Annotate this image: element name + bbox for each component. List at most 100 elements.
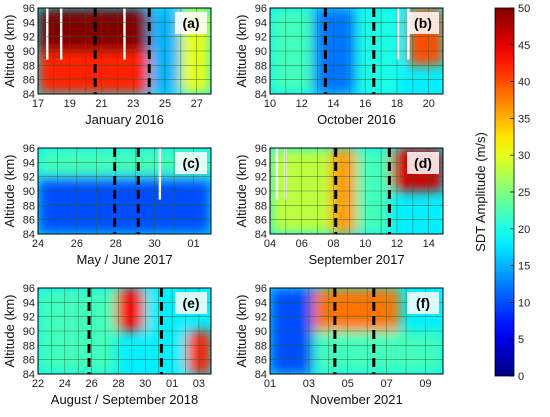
- data-gap: [396, 8, 400, 60]
- x-tick-label: 12: [391, 238, 403, 250]
- colorbar-tick-label: 0: [518, 371, 524, 383]
- x-tick-label: 18: [391, 98, 403, 110]
- x-tick-label: 05: [342, 378, 354, 390]
- x-tick-label: 01: [264, 378, 276, 390]
- colorbar-tick-label: 35: [518, 113, 530, 125]
- x-tick-label: 12: [296, 98, 308, 110]
- y-tick-label: 86: [23, 355, 35, 367]
- x-tick-label: 01: [187, 238, 199, 250]
- data-gap: [46, 8, 49, 60]
- y-tick-label: 84: [23, 369, 35, 381]
- x-axis-label: August / September 2018: [51, 392, 198, 407]
- y-tick-label: 92: [23, 312, 35, 324]
- panel-letter: (e): [182, 295, 199, 311]
- x-tick-label: 14: [423, 238, 435, 250]
- y-tick-label: 96: [23, 283, 35, 295]
- colorbar-tick-label: 10: [518, 297, 530, 309]
- y-tick-label: 88: [255, 340, 267, 352]
- panel-letter-box: [175, 292, 207, 314]
- x-tick-label: 28: [112, 378, 124, 390]
- panel-letter: (d): [414, 155, 432, 171]
- y-tick-label: 86: [255, 215, 267, 227]
- y-tick-label: 94: [23, 297, 35, 309]
- x-tick-label: 16: [359, 98, 371, 110]
- colorbar-tick-label: 20: [518, 224, 530, 236]
- data-gap: [123, 8, 126, 60]
- y-tick-label: 88: [23, 340, 35, 352]
- y-tick-label: 90: [255, 326, 267, 338]
- axes-frame: [269, 147, 444, 235]
- intensity-region: [115, 288, 145, 331]
- y-axis-label: Altitude (km): [234, 155, 249, 228]
- x-tick-label: 14: [327, 98, 339, 110]
- y-tick-label: 86: [23, 75, 35, 87]
- panel-letter-box: [175, 12, 207, 34]
- y-tick-label: 94: [255, 157, 267, 169]
- panel-letter-box: [407, 292, 439, 314]
- y-tick-label: 94: [23, 17, 35, 29]
- x-tick-label: 09: [419, 378, 431, 390]
- y-axis-label: Altitude (km): [2, 155, 17, 228]
- y-tick-label: 84: [23, 229, 35, 241]
- x-tick-label: 01: [166, 378, 178, 390]
- x-tick-label: 04: [264, 238, 276, 250]
- panel-letter-box: [407, 12, 439, 34]
- x-tick-label: 03: [193, 378, 205, 390]
- colorbar-tick-label: 50: [518, 3, 530, 15]
- data-gap: [284, 148, 287, 200]
- x-tick-label: 19: [64, 98, 76, 110]
- y-tick-label: 92: [255, 32, 267, 44]
- y-tick-label: 94: [255, 297, 267, 309]
- x-tick-label: 24: [59, 378, 71, 390]
- y-tick-label: 96: [23, 3, 35, 15]
- panel-letter-box: [175, 152, 207, 174]
- x-tick-label: 10: [359, 238, 371, 250]
- x-tick-label: 23: [127, 98, 139, 110]
- y-tick-label: 88: [255, 200, 267, 212]
- x-tick-label: 17: [32, 98, 44, 110]
- y-tick-label: 92: [23, 172, 35, 184]
- y-tick-label: 94: [255, 17, 267, 29]
- colorbar-tick-label: 30: [518, 150, 530, 162]
- y-tick-label: 90: [23, 46, 35, 58]
- y-tick-label: 86: [23, 215, 35, 227]
- y-axis-label: Altitude (km): [234, 295, 249, 368]
- x-tick-label: 30: [139, 378, 151, 390]
- y-tick-label: 84: [255, 229, 267, 241]
- x-tick-label: 22: [32, 378, 44, 390]
- axes-frame: [37, 7, 212, 95]
- panel-letter: (c): [182, 155, 199, 171]
- y-tick-label: 86: [255, 355, 267, 367]
- x-tick-label: 25: [159, 98, 171, 110]
- y-tick-label: 90: [255, 186, 267, 198]
- panel-3: 84 86 88 90 92 94 96 04 06 08 10 12 14 September 2017…: [234, 143, 444, 267]
- panel-letter: (f): [416, 295, 430, 311]
- x-axis-label: November 2021: [310, 392, 403, 407]
- y-tick-label: 90: [255, 46, 267, 58]
- axes-frame: [269, 287, 444, 375]
- x-tick-label: 30: [149, 238, 161, 250]
- x-tick-label: 26: [86, 378, 98, 390]
- panel-0: 84 86 88 90 92 94 96 17 19 21 23 25 27 January 2016 Al…: [2, 3, 212, 127]
- x-tick-label: 21: [95, 98, 107, 110]
- y-tick-label: 94: [23, 157, 35, 169]
- x-tick-label: 06: [296, 238, 308, 250]
- data-gap: [275, 148, 279, 200]
- x-tick-label: 24: [32, 238, 44, 250]
- panel-letter: (a): [182, 15, 199, 31]
- y-axis-label: Altitude (km): [2, 15, 17, 88]
- y-tick-label: 96: [255, 3, 267, 15]
- x-tick-label: 07: [381, 378, 393, 390]
- x-axis-label: January 2016: [85, 112, 164, 127]
- panel-2: 84 86 88 90 92 94 96 24 26 28 30 01 May / June 2017 A…: [2, 143, 212, 267]
- intensity-region: [313, 331, 443, 374]
- intensity-region: [38, 51, 150, 94]
- y-tick-label: 88: [23, 200, 35, 212]
- colorbar: 0 5 10 15 20 25 30 35 40 45 50 SDT Amplitude (m/s): [473, 3, 530, 383]
- y-tick-label: 96: [255, 143, 267, 155]
- colorbar-label: SDT Amplitude (m/s): [473, 132, 488, 252]
- y-tick-label: 90: [23, 186, 35, 198]
- axes-frame: [269, 7, 444, 95]
- y-tick-label: 92: [255, 172, 267, 184]
- y-tick-label: 88: [23, 60, 35, 72]
